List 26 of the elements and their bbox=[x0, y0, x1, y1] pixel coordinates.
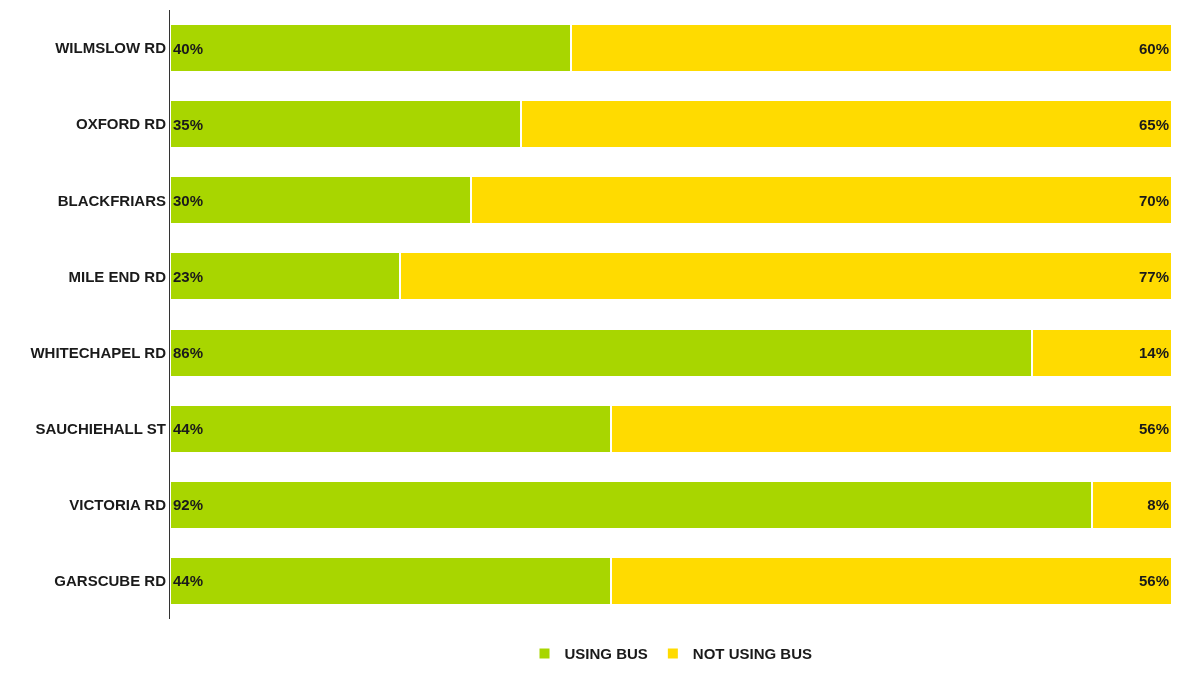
data-label: 86% bbox=[173, 344, 204, 362]
y-tick-label: VICTORIA RD bbox=[69, 496, 167, 514]
y-tick-label: OXFORD RD bbox=[76, 115, 167, 133]
data-label: 30% bbox=[173, 191, 204, 209]
y-tick-label: WILMSLOW RD bbox=[55, 39, 167, 57]
data-label: 44% bbox=[173, 420, 204, 438]
data-label: 60% bbox=[1138, 39, 1169, 57]
y-tick-label: GARSCUBE RD bbox=[54, 572, 167, 590]
data-label: 92% bbox=[173, 496, 204, 514]
y-tick-label: SAUCHIEHALL ST bbox=[35, 419, 166, 437]
data-label: 44% bbox=[173, 572, 204, 590]
y-tick-label: BLACKFRIARS bbox=[57, 191, 166, 209]
data-label: 14% bbox=[1138, 344, 1169, 362]
data-label: 56% bbox=[1138, 572, 1169, 590]
data-label: 8% bbox=[1147, 496, 1169, 514]
data-label: 23% bbox=[173, 267, 204, 285]
y-tick-label: WHITECHAPEL RD bbox=[30, 343, 167, 361]
y-tick-label: MILE END RD bbox=[68, 267, 167, 285]
legend-label: USING BUS bbox=[564, 645, 648, 663]
data-label: 65% bbox=[1138, 115, 1169, 133]
data-label: 40% bbox=[173, 39, 204, 57]
data-label: 35% bbox=[173, 115, 204, 133]
data-label: 70% bbox=[1138, 191, 1169, 209]
data-label: 77% bbox=[1138, 267, 1169, 285]
legend-label: NOT USING BUS bbox=[692, 645, 813, 663]
data-label: 56% bbox=[1138, 420, 1169, 438]
